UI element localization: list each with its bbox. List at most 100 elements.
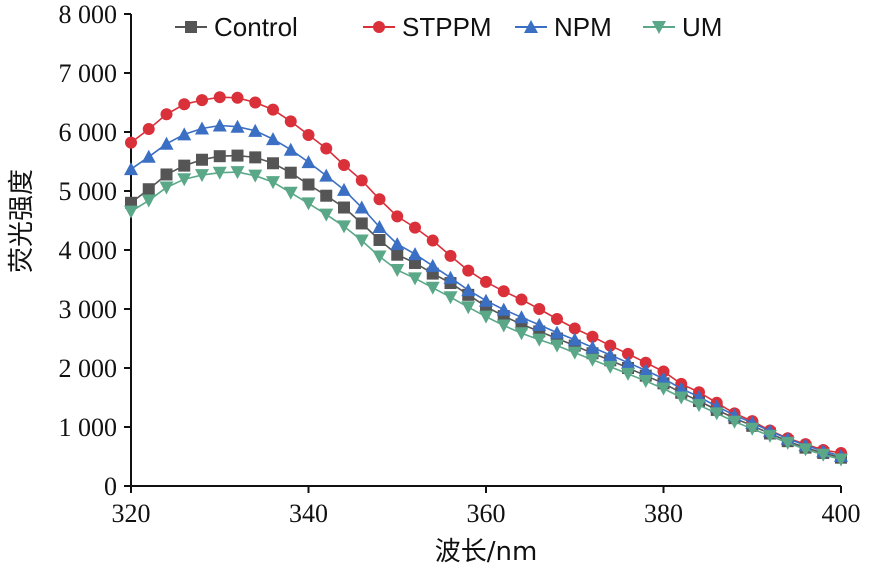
point-npm — [319, 168, 334, 182]
legend-marker-npm — [524, 20, 538, 33]
point-stppm — [551, 313, 563, 326]
point-um — [408, 272, 422, 286]
point-stppm — [568, 322, 581, 335]
point-stppm — [657, 365, 670, 378]
point-stppm — [160, 108, 173, 121]
point-um — [496, 319, 511, 333]
point-um — [567, 346, 582, 360]
point-um — [372, 250, 387, 264]
x-tick-label: 340 — [289, 499, 328, 528]
point-stppm — [391, 210, 404, 223]
point-stppm — [426, 234, 439, 247]
point-um — [141, 194, 156, 208]
point-control — [196, 153, 208, 166]
point-stppm — [604, 339, 617, 352]
legend-label-control: Control — [214, 12, 298, 42]
point-npm — [656, 371, 671, 385]
point-stppm — [142, 123, 155, 136]
legend-marker-stppm — [373, 21, 385, 33]
point-npm — [354, 200, 369, 214]
point-control — [178, 159, 191, 172]
point-stppm — [533, 303, 546, 315]
point-um — [283, 186, 298, 200]
x-tick-label: 380 — [644, 499, 683, 528]
y-tick-label: 5 000 — [59, 177, 118, 206]
point-npm — [479, 293, 493, 307]
point-um — [124, 205, 138, 219]
point-npm — [212, 118, 227, 132]
point-npm — [266, 132, 280, 146]
point-um — [390, 264, 405, 278]
point-npm — [159, 136, 174, 150]
point-um — [461, 301, 476, 315]
point-um — [177, 173, 192, 187]
point-stppm — [125, 136, 137, 149]
point-control — [355, 217, 368, 230]
legend-item-um: UM — [643, 12, 722, 42]
point-stppm — [196, 94, 208, 107]
point-npm — [230, 119, 245, 133]
legend-label-um: UM — [682, 12, 722, 42]
point-um — [337, 220, 351, 234]
point-control — [267, 157, 279, 170]
point-stppm — [515, 293, 528, 306]
point-npm — [141, 149, 156, 163]
point-um — [354, 234, 369, 248]
point-um — [692, 399, 706, 413]
x-tick-label: 320 — [112, 499, 151, 528]
legend-item-control: Control — [175, 12, 298, 42]
point-stppm — [249, 96, 262, 109]
point-stppm — [373, 193, 386, 206]
point-npm — [496, 302, 511, 316]
point-stppm — [409, 221, 421, 234]
point-stppm — [231, 91, 244, 104]
point-control — [231, 149, 244, 162]
point-um — [266, 176, 280, 190]
point-npm — [408, 247, 422, 261]
point-um — [780, 436, 795, 450]
point-um — [479, 310, 493, 324]
y-tick-label: 1 000 — [59, 413, 118, 442]
point-stppm — [178, 98, 191, 111]
y-axis-label: 荧光强度 — [7, 169, 37, 273]
point-npm — [674, 381, 689, 395]
point-stppm — [639, 356, 652, 369]
point-npm — [461, 283, 476, 297]
point-npm — [301, 155, 316, 169]
point-npm — [603, 348, 618, 362]
point-stppm — [586, 330, 599, 343]
legend-label-stppm: STPPM — [402, 12, 492, 42]
point-npm — [550, 325, 564, 339]
point-stppm — [338, 159, 350, 172]
point-npm — [283, 142, 298, 156]
point-um — [319, 208, 334, 222]
x-axis-label: 波长/nm — [435, 537, 538, 567]
legend: Control STPPM NPM UM — [175, 12, 722, 42]
point-npm — [390, 237, 405, 251]
point-stppm — [444, 249, 457, 262]
point-um — [834, 453, 848, 467]
point-npm — [177, 127, 192, 141]
point-control — [338, 201, 350, 214]
point-um — [638, 374, 653, 388]
y-tick-label: 2 000 — [59, 354, 118, 383]
point-control — [302, 178, 315, 191]
y-tick-label: 6 000 — [59, 118, 118, 147]
point-um — [230, 166, 245, 180]
legend-marker-control — [185, 21, 197, 33]
point-npm — [585, 340, 600, 354]
point-um — [195, 169, 209, 183]
x-tick-label: 400 — [822, 499, 861, 528]
y-tick-label: 4 000 — [59, 236, 118, 265]
point-um — [656, 382, 671, 396]
point-um — [248, 169, 263, 183]
point-um — [709, 407, 724, 421]
point-um — [763, 429, 777, 443]
y-tick-label: 7 000 — [59, 59, 118, 88]
point-control — [213, 150, 226, 163]
series-stppm — [125, 91, 847, 459]
point-npm — [567, 332, 582, 346]
point-npm — [372, 219, 387, 233]
point-npm — [248, 123, 263, 137]
point-control — [284, 166, 297, 179]
